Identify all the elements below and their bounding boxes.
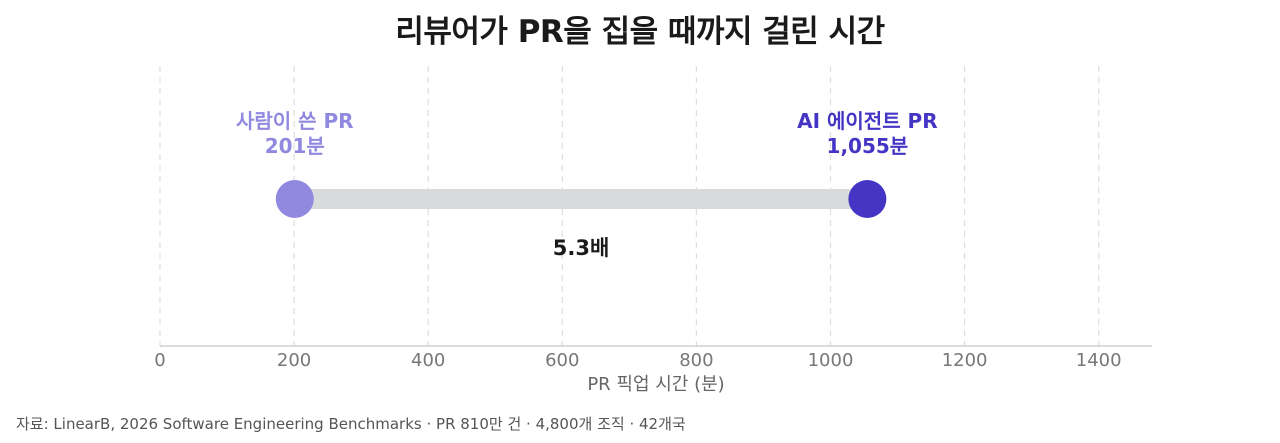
grid-lines bbox=[159, 66, 1100, 346]
point-name-label: 사람이 쓴 PR bbox=[236, 109, 354, 133]
x-tick-label: 1200 bbox=[942, 350, 988, 371]
x-tick-label: 1400 bbox=[1076, 350, 1122, 371]
x-tick-label: 0 bbox=[154, 350, 165, 371]
x-axis-label: PR 픽업 시간 (분) bbox=[587, 374, 724, 395]
point-value-label: 1,055분 bbox=[827, 134, 909, 158]
point-name-label: AI 에이전트 PR bbox=[797, 109, 938, 133]
dot-human-pr bbox=[275, 180, 314, 218]
dot-ai-agent-pr bbox=[848, 180, 887, 218]
source-note: 자료: LinearB, 2026 Software Engineering B… bbox=[16, 415, 686, 433]
x-tick-label: 1000 bbox=[808, 350, 854, 371]
x-tick-label: 400 bbox=[411, 350, 445, 371]
x-tick-labels: 0 200 400 600 800 1000 1200 1400 bbox=[154, 350, 1121, 371]
point-value-label: 201분 bbox=[265, 134, 325, 158]
x-tick-label: 200 bbox=[277, 350, 311, 371]
chart-title: 리뷰어가 PR을 집을 때까지 걸린 시간 bbox=[395, 14, 885, 50]
x-tick-label: 600 bbox=[545, 350, 579, 371]
ratio-annotation: 5.3배 bbox=[553, 236, 610, 260]
dumbbell-chart: 0 200 400 600 800 1000 1200 1400 PR 픽업 시간 (분) 사… bbox=[154, 66, 1152, 395]
x-tick-label: 800 bbox=[679, 350, 713, 371]
